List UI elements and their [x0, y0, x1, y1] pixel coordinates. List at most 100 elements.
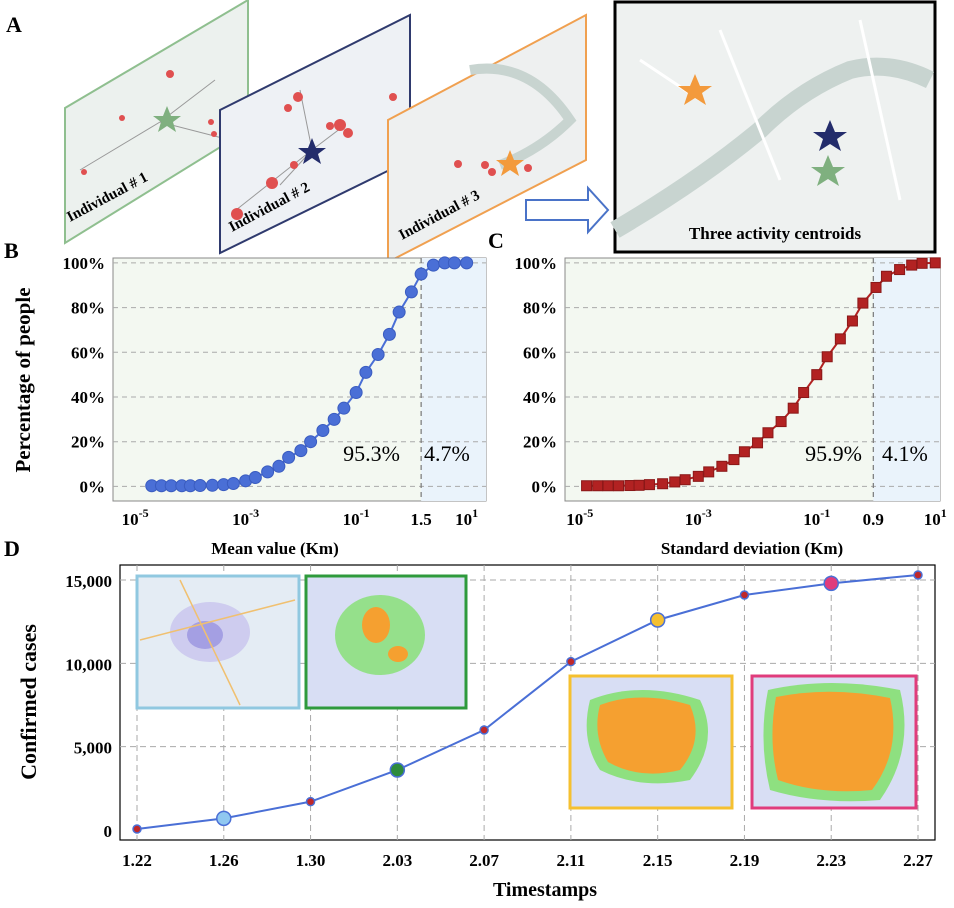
- chartb-point: [371, 348, 385, 362]
- chart-d-xtick-label: 2.15: [643, 851, 673, 870]
- chart-d-xtick-label: 2.27: [903, 851, 933, 870]
- centroid-orange-star: [678, 74, 712, 105]
- chart-c-xlabel: Standard deviation (Km): [661, 539, 843, 558]
- chartc-point: [811, 369, 823, 381]
- chartb-ytick-label: 80%: [71, 299, 105, 318]
- chartb-point: [327, 412, 341, 426]
- chart-b-ylabel: Percentage of people: [11, 287, 35, 472]
- chartc-xtick-label: 10-1: [803, 506, 830, 529]
- chartc-point: [692, 470, 704, 482]
- chartc-ytick-label: 60%: [523, 343, 557, 362]
- chartb-point: [337, 401, 351, 415]
- chartb-point: [392, 305, 406, 319]
- chartc-point: [669, 476, 681, 488]
- chartb-point: [248, 470, 262, 484]
- chartb-point: [272, 459, 286, 473]
- chart-b-xlabel: Mean value (Km): [211, 539, 338, 558]
- chart-d-xtick-label: 1.22: [122, 851, 152, 870]
- chart-d: 0 5,000 10,000 15,000 1.22 1.26 1.30 2.03 2.07 2…: [65, 564, 936, 901]
- chartc-point: [906, 259, 918, 271]
- panel-b-letter: B: [4, 238, 19, 263]
- chart-d-highlight-point: [823, 575, 839, 592]
- heatmap-inset-2: [304, 574, 468, 710]
- chartc-point: [762, 427, 774, 439]
- chartb-point: [316, 424, 330, 438]
- chartc-ytick-label: 20%: [523, 433, 557, 452]
- heatmap-inset-1: [135, 574, 301, 710]
- chartc-ytick-label: 40%: [523, 388, 557, 407]
- map-individual-3: Individual # 3: [387, 13, 587, 264]
- chart-b-right-annotation: 4.7%: [424, 441, 470, 466]
- chartc-ytick-label: 0%: [532, 477, 558, 496]
- chart-d-xtick-label: 2.11: [556, 851, 585, 870]
- chartb-point: [426, 258, 440, 272]
- chartb-xtick-label: 10-1: [343, 506, 370, 529]
- chartb-point: [359, 365, 373, 379]
- arrow-icon: [525, 185, 610, 235]
- chart-c: 95.9% 4.1% 0% 20% 40% 60% 80% 100% 10-5 10-3 10…: [515, 254, 947, 558]
- chartb-ytick-label: 100%: [63, 254, 106, 273]
- chartc-point: [929, 257, 941, 269]
- chartc-point: [894, 264, 906, 276]
- chart-d-series-line: [136, 574, 919, 830]
- chart-d-highlight-point: [389, 762, 406, 778]
- heatmap-inset-4: [750, 674, 918, 810]
- heatmap-inset-3: [568, 674, 734, 810]
- chartb-xtick-label: 101: [455, 506, 478, 529]
- chartb-point: [404, 285, 418, 299]
- chartc-point: [643, 479, 655, 491]
- chart-d-ytick-label: 15,000: [65, 572, 112, 591]
- chart-c-left-annotation: 95.9%: [805, 441, 862, 466]
- chartb-point: [193, 479, 207, 493]
- chartb-point: [282, 450, 296, 464]
- panel-c-letter: C: [488, 228, 504, 253]
- chartb-point: [205, 478, 219, 492]
- chartc-ytick-label: 100%: [515, 254, 558, 273]
- chart-b: 95.3% 4.7% 0% 20% 40% 60% 80% 100% 10-5 10-3 10…: [63, 254, 487, 558]
- centroid-blue-star: [813, 120, 847, 151]
- chartb-point: [294, 444, 308, 458]
- chartc-point: [834, 333, 846, 345]
- chartb-ytick-label: 0%: [80, 477, 106, 496]
- chartb-ytick-label: 60%: [71, 343, 105, 362]
- chartc-ytick-label: 80%: [523, 299, 557, 318]
- chart-d-ytick-label: 5,000: [74, 739, 112, 758]
- chartc-point: [857, 297, 869, 309]
- map-3-frame: [387, 13, 587, 264]
- chartc-point: [870, 281, 882, 293]
- chartb-point: [414, 267, 428, 281]
- chart-d-point: [132, 824, 142, 834]
- centroids-map: Three activity centroids: [610, 0, 937, 254]
- chartc-point: [787, 402, 799, 414]
- chart-d-highlight-point: [216, 810, 232, 827]
- chart-d-ytick-label: 0: [104, 822, 113, 841]
- chartc-xtick-label: 10-5: [566, 506, 593, 529]
- map-3-star: [496, 150, 524, 176]
- chart-d-xtick-label: 1.30: [296, 851, 326, 870]
- chart-b-left-annotation: 95.3%: [343, 441, 400, 466]
- panel-a-letter: A: [6, 12, 22, 37]
- chart-d-xtick-label: 2.23: [816, 851, 846, 870]
- chart-d-xtick-label: 1.26: [209, 851, 239, 870]
- chartb-ytick-label: 40%: [71, 388, 105, 407]
- chartc-point: [633, 479, 645, 491]
- centroids-label: Three activity centroids: [689, 224, 862, 243]
- chartc-point: [880, 270, 892, 282]
- chartc-xtick-label: 10-3: [685, 506, 712, 529]
- chart-d-point: [566, 656, 576, 667]
- chartb-point: [226, 477, 240, 491]
- chartb-xtick-label: 1.5: [411, 510, 432, 529]
- chartc-xtick-label: 0.9: [863, 510, 884, 529]
- chart-c-shade: [873, 258, 940, 501]
- panel-d-letter: D: [4, 536, 20, 561]
- chart-d-point: [305, 796, 316, 807]
- chart-b-shade: [421, 258, 486, 501]
- chartc-point: [846, 315, 858, 327]
- chartc-point: [775, 416, 787, 428]
- chartb-xtick-label: 10-5: [122, 506, 149, 529]
- chartb-point: [447, 256, 461, 270]
- chartc-point: [728, 454, 740, 466]
- chartc-point: [592, 480, 604, 492]
- chartc-point: [679, 474, 691, 486]
- chart-d-point: [913, 570, 923, 580]
